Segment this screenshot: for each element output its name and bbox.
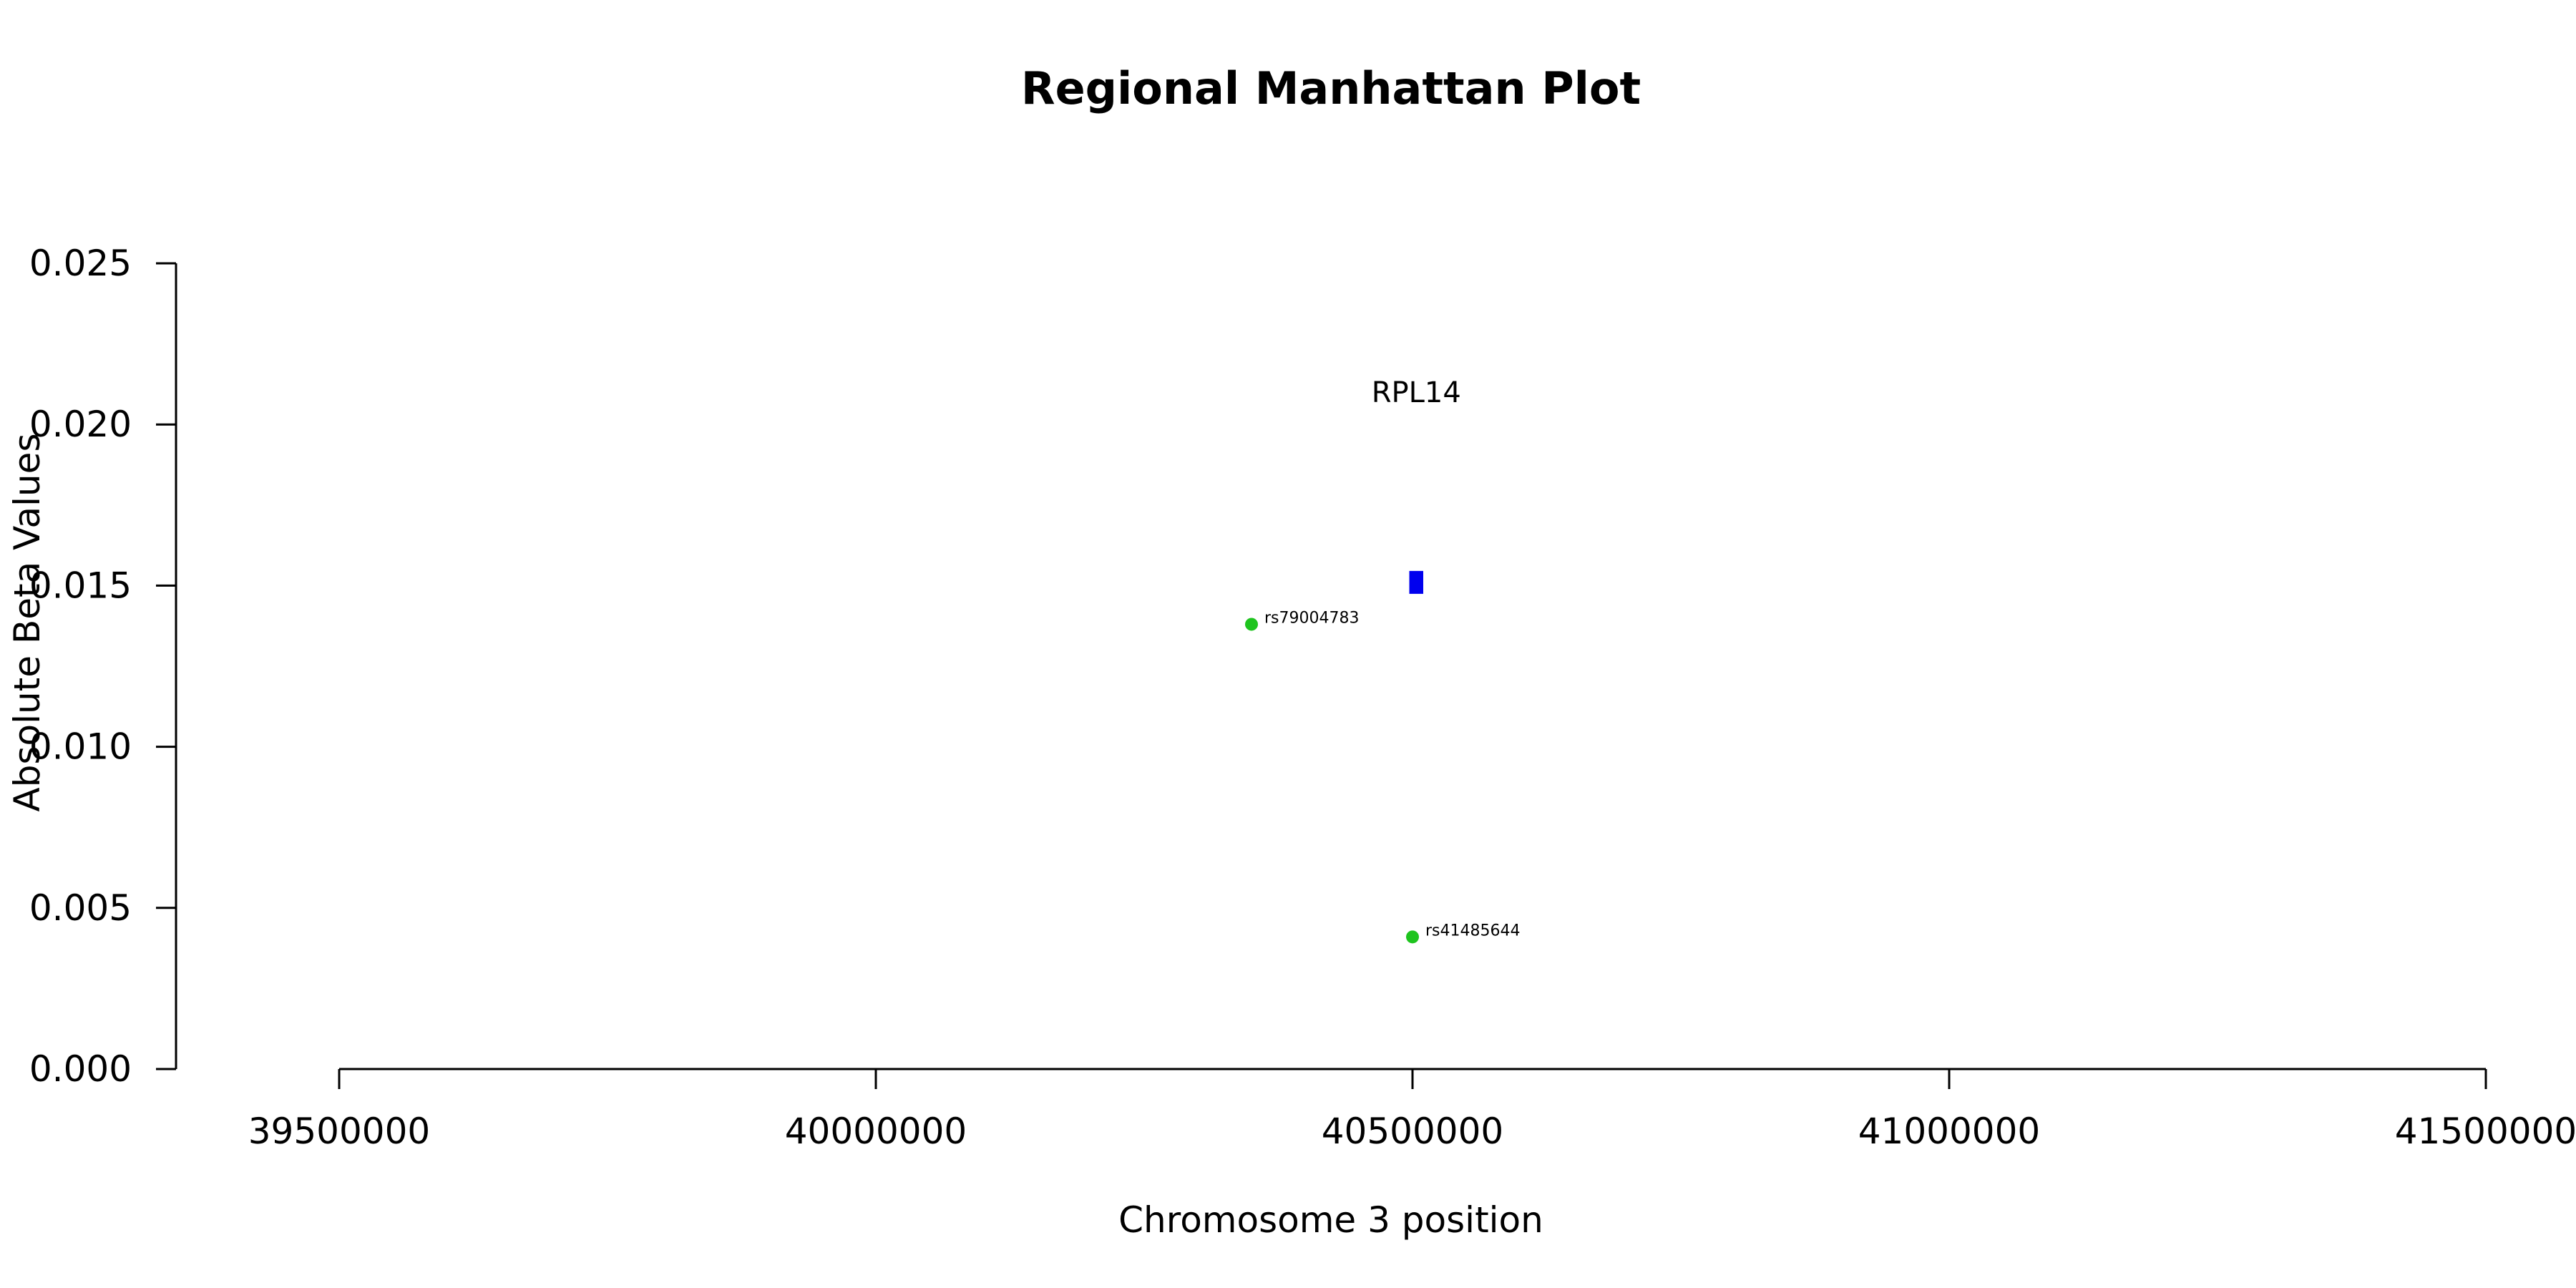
gene-layer: RPL14	[1372, 376, 1461, 594]
x-tick-label: 40500000	[1322, 1111, 1504, 1152]
y-tick-label: 0.000	[29, 1048, 132, 1090]
x-axis: 39500000 40000000 40500000 41000000 41500000	[248, 1068, 2576, 1152]
chart-title: Regional Manhattan Plot	[1021, 62, 1641, 114]
y-tick-label: 0.015	[29, 565, 132, 606]
y-tick-label: 0.005	[29, 887, 132, 929]
y-axis-title: Absolute Beta Values	[6, 434, 48, 812]
y-tick-label: 0.010	[29, 726, 132, 768]
gene-label: RPL14	[1372, 376, 1461, 409]
x-tick-label: 41000000	[1858, 1111, 2041, 1152]
y-tick-label: 0.020	[29, 404, 132, 445]
snp-label: rs41485644	[1425, 922, 1520, 940]
y-axis: 0.000 0.005 0.010 0.015 0.020 0.025	[29, 243, 177, 1090]
x-axis-title: Chromosome 3 position	[1118, 1199, 1543, 1241]
y-tick-label: 0.025	[29, 243, 132, 284]
snp-point	[1406, 930, 1419, 944]
gene-marker	[1409, 570, 1423, 594]
x-tick-label: 41500000	[2395, 1111, 2576, 1152]
snp-label: rs79004783	[1264, 609, 1359, 627]
x-tick-label: 39500000	[248, 1111, 431, 1152]
snp-layer: rs79004783 rs41485644	[1245, 609, 1520, 944]
x-tick-label: 40000000	[785, 1111, 967, 1152]
snp-point	[1245, 618, 1258, 631]
